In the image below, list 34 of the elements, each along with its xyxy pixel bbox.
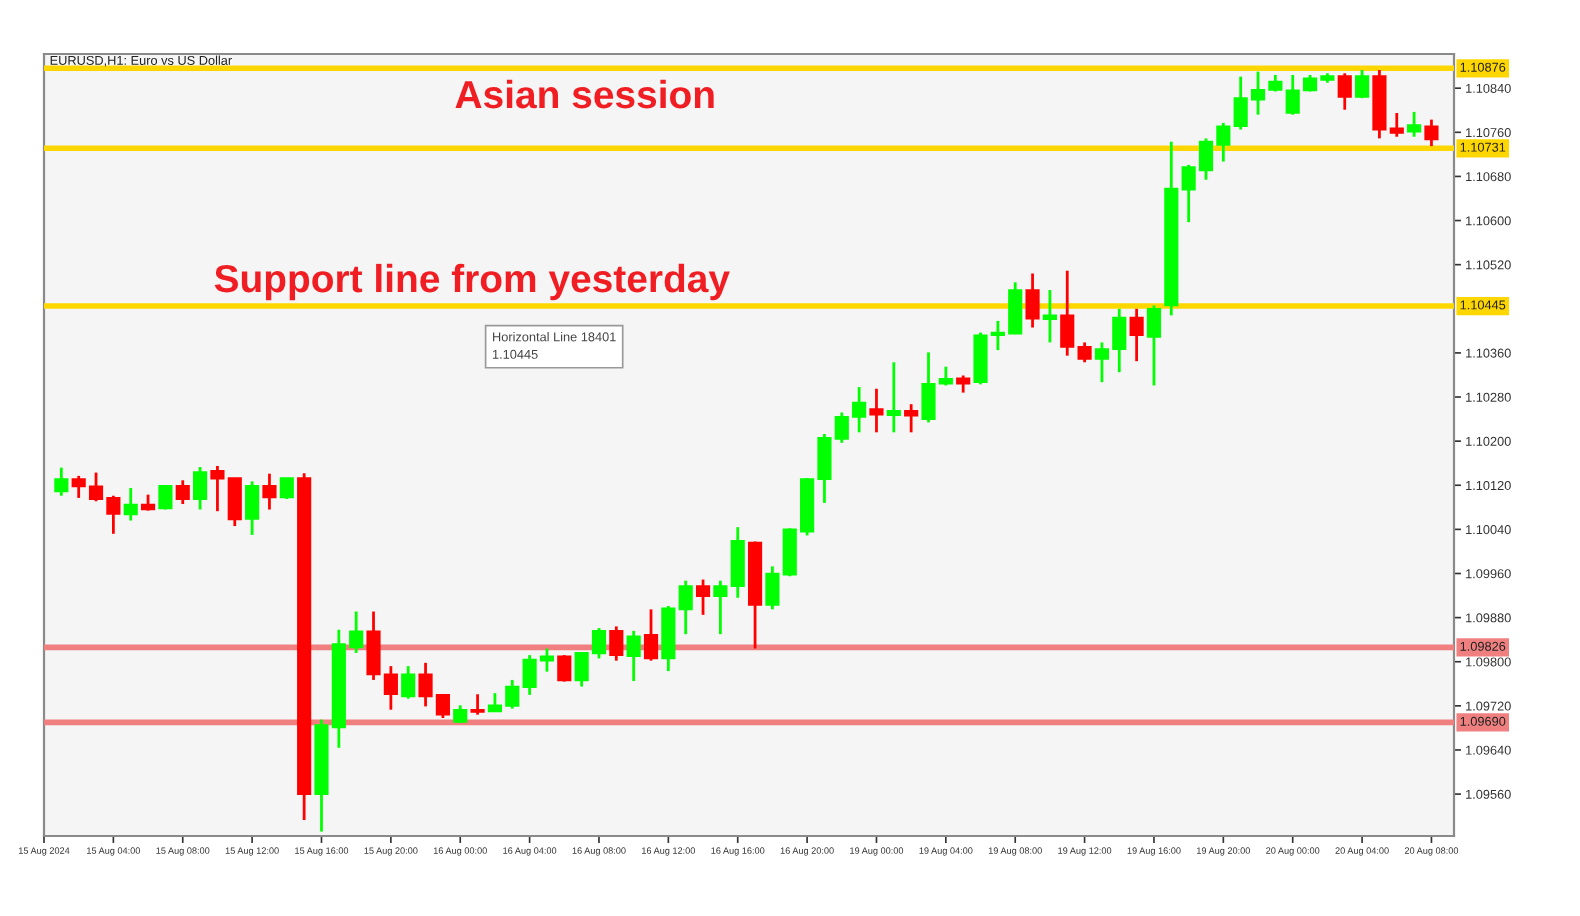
candlestick [401, 664, 416, 701]
candlestick [1146, 304, 1162, 387]
candlestick [678, 579, 693, 636]
candlestick [1355, 68, 1370, 100]
candlestick [123, 486, 138, 522]
candlestick [1042, 288, 1057, 344]
annotation: Asian session [455, 79, 714, 109]
candlestick [193, 465, 208, 511]
candlestick [765, 564, 780, 611]
candlestick [869, 387, 884, 434]
candlestick [643, 607, 659, 663]
candlestick [245, 480, 260, 537]
candlestick [609, 625, 624, 663]
candlestick [1129, 307, 1144, 363]
candlestick [557, 653, 572, 683]
candlestick [1025, 272, 1040, 329]
candlestick [730, 525, 745, 600]
candlestick [904, 402, 919, 434]
candlestick [1407, 110, 1422, 139]
candlestick [886, 360, 901, 434]
candlestick [1077, 341, 1092, 364]
candlestick [175, 478, 190, 506]
candlestick [470, 692, 485, 717]
candlestick [695, 578, 711, 617]
candlestick [713, 579, 728, 636]
candlestick [1060, 269, 1075, 358]
candlestick [626, 629, 641, 683]
annotation: Support line from yesterday [214, 263, 730, 301]
candlestick [279, 476, 294, 501]
candlestick [262, 472, 277, 511]
candlestick [1337, 71, 1352, 112]
candlestick [54, 466, 69, 498]
candlestick [158, 484, 173, 511]
candlestick [1424, 118, 1439, 148]
